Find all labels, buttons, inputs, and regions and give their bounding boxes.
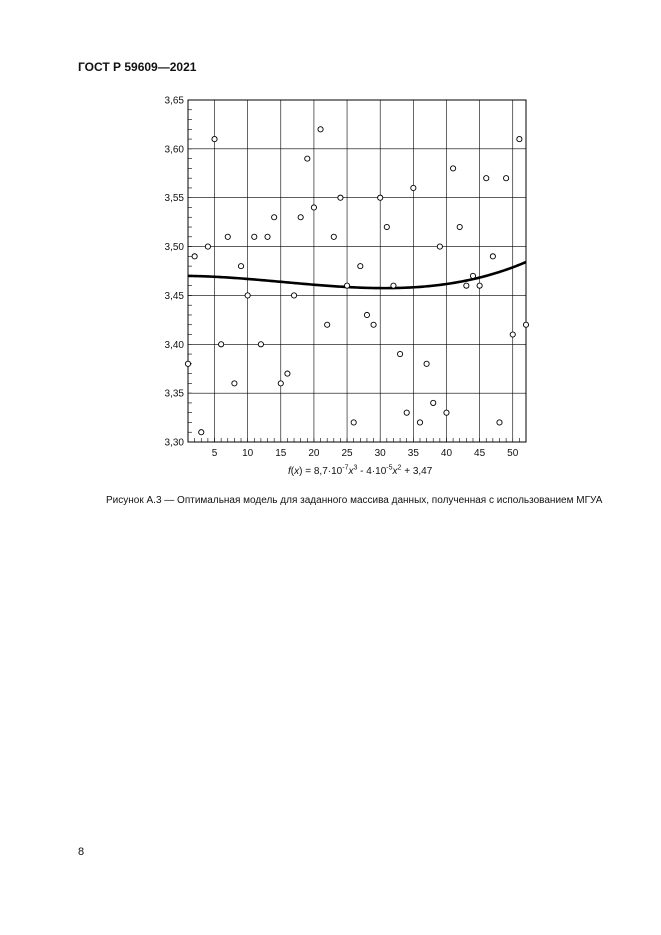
formula-variable-2: x — [392, 466, 398, 477]
data-point — [390, 282, 397, 289]
data-point — [324, 321, 331, 328]
formula-intercept: + 3,47 — [401, 466, 433, 477]
data-point — [317, 126, 324, 133]
data-point — [204, 243, 211, 250]
y-tick-label: 3,50 — [165, 242, 185, 253]
document-header: ГОСТ Р 59609—2021 — [78, 60, 197, 74]
data-point — [410, 184, 417, 191]
plot-frame — [187, 99, 527, 443]
data-point — [522, 321, 530, 328]
data-point — [344, 282, 351, 289]
x-tick-label: 50 — [507, 448, 519, 459]
data-point — [463, 282, 470, 289]
data-point — [198, 429, 205, 436]
formula-exponent-1: -7 — [342, 464, 349, 472]
formula-function: f — [288, 466, 291, 477]
formula-power-2: 2 — [397, 464, 402, 472]
data-point — [218, 341, 225, 348]
data-point — [456, 223, 463, 231]
data-point — [489, 253, 496, 260]
data-point — [264, 233, 271, 240]
formula-argument: x — [294, 466, 300, 477]
data-point — [184, 360, 192, 367]
data-point — [350, 419, 357, 426]
formula-coefficient-1: = 8,7·10 — [302, 466, 343, 477]
data-point — [224, 233, 231, 240]
y-tick-label: 3,60 — [165, 144, 185, 155]
data-point — [370, 321, 377, 328]
scatter-plot: 5 10 15 20 25 30 35 40 45 50 3,30 3,35 3,40 3,45 3,50 3… — [165, 96, 530, 459]
data-point — [383, 223, 390, 231]
x-tick-label: 15 — [275, 448, 287, 459]
data-point — [377, 194, 384, 201]
y-tick-label: 3,45 — [165, 291, 185, 302]
data-point — [304, 155, 311, 162]
x-tick-label: 30 — [375, 448, 387, 459]
formula-variable-1: x — [348, 466, 354, 477]
y-tick-label: 3,40 — [165, 340, 185, 351]
data-point — [191, 253, 198, 260]
data-point — [363, 311, 370, 319]
data-point — [290, 292, 298, 299]
formula-power-1: 3 — [353, 464, 358, 472]
data-point — [509, 331, 516, 338]
data-point — [436, 243, 443, 250]
y-tick-label: 3,65 — [165, 96, 185, 107]
data-point — [469, 272, 477, 279]
data-point — [416, 419, 424, 426]
data-point — [244, 292, 251, 299]
data-point — [211, 136, 218, 143]
data-point — [496, 419, 503, 426]
data-point — [297, 214, 304, 221]
model-formula: f(x) = 8,7·10-7x3 - 4·10-5x2 + 3,47 — [288, 464, 433, 477]
data-point — [257, 341, 264, 348]
x-tick-label: 35 — [408, 448, 420, 459]
x-tick-label: 40 — [441, 448, 453, 459]
x-tick-label: 20 — [308, 448, 320, 459]
data-point — [231, 380, 238, 387]
data-point — [251, 233, 258, 240]
data-point — [476, 282, 483, 289]
data-point — [397, 351, 404, 358]
data-point — [430, 399, 437, 406]
y-tick-label: 3,30 — [165, 438, 185, 449]
data-point — [271, 214, 278, 221]
data-point — [277, 380, 284, 387]
data-point — [310, 204, 317, 211]
formula-coefficient-2: - 4·10 — [357, 466, 387, 477]
data-point — [443, 409, 450, 416]
data-point — [330, 233, 337, 240]
figure-chart: 5 10 15 20 25 30 35 40 45 50 3,30 3,35 3,40 3,45 3,50 3… — [150, 90, 535, 485]
model-curve — [187, 260, 527, 290]
data-point — [403, 409, 410, 416]
y-tick-label: 3,35 — [165, 389, 185, 400]
formula-exponent-2: -5 — [386, 464, 393, 472]
x-tick-label: 45 — [474, 448, 486, 459]
figure-caption: Рисунок А.3 — Оптимальная модель для зад… — [106, 495, 603, 506]
x-tick-label: 10 — [242, 448, 254, 459]
data-point — [337, 194, 344, 201]
data-point — [503, 175, 510, 182]
data-point — [423, 360, 430, 367]
data-point — [450, 165, 457, 172]
x-tick-label: 5 — [212, 448, 218, 459]
data-point — [357, 263, 364, 270]
x-tick-label: 25 — [341, 448, 353, 459]
page-number: 8 — [78, 846, 85, 858]
data-point — [516, 136, 523, 143]
y-tick-label: 3,55 — [165, 193, 185, 204]
data-point — [284, 370, 291, 377]
data-point — [483, 175, 490, 182]
data-point — [237, 263, 245, 270]
